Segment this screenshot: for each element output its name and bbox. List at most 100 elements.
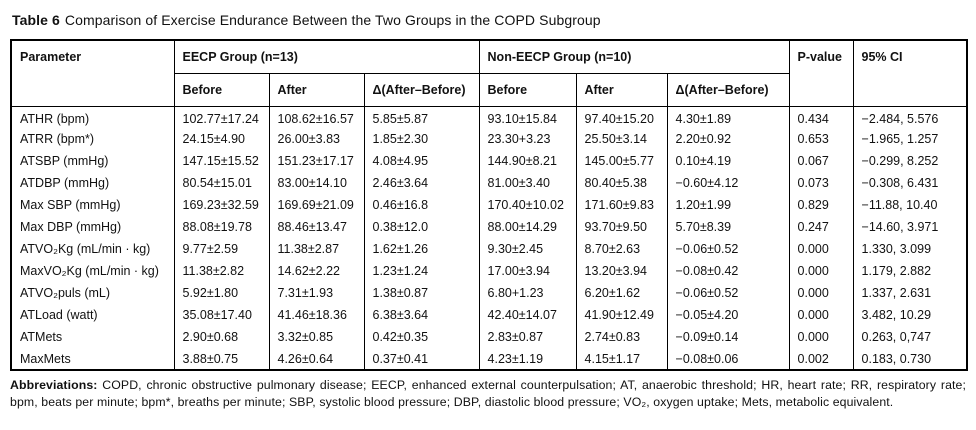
table-row: ATVO₂Kg (mL/min · kg) 9.77±2.59 11.38±2.87… <box>10 238 968 260</box>
value-cell: 0.000 <box>788 282 854 304</box>
value-cell: 41.90±12.49 <box>575 304 668 326</box>
value-cell: −0.08±0.06 <box>666 348 790 370</box>
parameter-cell: ATVO₂Kg (mL/min · kg) <box>10 238 175 260</box>
table-row: Max SBP (mmHg) 169.23±32.59 169.69±21.09 0.… <box>10 194 968 216</box>
value-cell: 2.83±0.87 <box>478 326 577 348</box>
value-cell: −0.08±0.42 <box>666 260 790 282</box>
value-cell: 0.38±12.0 <box>363 216 480 238</box>
value-cell: 0.10±4.19 <box>666 150 790 172</box>
value-cell: 25.50±3.14 <box>575 128 668 150</box>
value-cell: −1.965, 1.257 <box>852 128 968 150</box>
value-cell: 3.482, 10.29 <box>852 304 968 326</box>
table-row: ATMets 2.90±0.68 3.32±0.85 0.42±0.35 2.83±0.… <box>10 326 968 348</box>
table-body: ATHR (bpm) 102.77±17.24 108.62±16.57 5.85±5… <box>10 106 968 370</box>
value-cell: 0.000 <box>788 304 854 326</box>
parameter-cell: Max DBP (mmHg) <box>10 216 175 238</box>
value-cell: −0.308, 6.431 <box>852 172 968 194</box>
table-row: ATLoad (watt) 35.08±17.40 41.46±18.36 6.38±… <box>10 304 968 326</box>
col-header-eecp-group: EECP Group (n=13) <box>173 39 480 74</box>
value-cell: 88.46±13.47 <box>268 216 365 238</box>
table-number: Table 6 <box>12 12 60 28</box>
value-cell: 151.23±17.17 <box>268 150 365 172</box>
value-cell: 0.073 <box>788 172 854 194</box>
value-cell: −0.299, 8.252 <box>852 150 968 172</box>
value-cell: 170.40±10.02 <box>478 194 577 216</box>
value-cell: 5.92±1.80 <box>173 282 270 304</box>
col-header-non-eecp-group: Non-EECP Group (n=10) <box>478 39 790 74</box>
value-cell: 7.31±1.93 <box>268 282 365 304</box>
parameter-cell: ATMets <box>10 326 175 348</box>
value-cell: 97.40±15.20 <box>575 106 668 128</box>
abbreviations-text: COPD, chronic obstructive pulmonary dise… <box>10 378 966 409</box>
value-cell: 102.77±17.24 <box>173 106 270 128</box>
parameter-cell: Max SBP (mmHg) <box>10 194 175 216</box>
table-row: ATSBP (mmHg) 147.15±15.52 151.23±17.17 4.08… <box>10 150 968 172</box>
value-cell: 4.23±1.19 <box>478 348 577 370</box>
value-cell: 3.88±0.75 <box>173 348 270 370</box>
col-header-non-eecp-delta: Δ(After–Before) <box>666 72 790 107</box>
value-cell: 80.54±15.01 <box>173 172 270 194</box>
value-cell: −0.05±4.20 <box>666 304 790 326</box>
value-cell: 1.85±2.30 <box>363 128 480 150</box>
table-caption: Comparison of Exercise Endurance Between… <box>64 12 601 28</box>
value-cell: 2.20±0.92 <box>666 128 790 150</box>
table-row: ATVO₂puls (mL) 5.92±1.80 7.31±1.93 1.38±0.8… <box>10 282 968 304</box>
value-cell: 0.247 <box>788 216 854 238</box>
value-cell: 1.20±1.99 <box>666 194 790 216</box>
col-header-parameter: Parameter <box>10 39 175 107</box>
value-cell: 88.00±14.29 <box>478 216 577 238</box>
value-cell: 80.40±5.38 <box>575 172 668 194</box>
col-header-ci: 95% CI <box>852 39 968 107</box>
table-row: Max DBP (mmHg) 88.08±19.78 88.46±13.47 0.38… <box>10 216 968 238</box>
value-cell: 0.653 <box>788 128 854 150</box>
parameter-cell: MaxMets <box>10 348 175 370</box>
value-cell: 0.000 <box>788 260 854 282</box>
header-row-groups: Parameter EECP Group (n=13) Non-EECP Gro… <box>10 39 968 107</box>
value-cell: 1.337, 2.631 <box>852 282 968 304</box>
value-cell: 147.15±15.52 <box>173 150 270 172</box>
value-cell: −0.06±0.52 <box>666 282 790 304</box>
value-cell: 23.30+3.23 <box>478 128 577 150</box>
abbreviations-note: Abbreviations: COPD, chronic obstructive… <box>10 377 966 410</box>
value-cell: 0.067 <box>788 150 854 172</box>
value-cell: 0.000 <box>788 326 854 348</box>
value-cell: 9.77±2.59 <box>173 238 270 260</box>
value-cell: 14.62±2.22 <box>268 260 365 282</box>
value-cell: 144.90±8.21 <box>478 150 577 172</box>
table-header: Parameter EECP Group (n=13) Non-EECP Gro… <box>10 39 968 107</box>
value-cell: −2.484, 5.576 <box>852 106 968 128</box>
col-header-p-value: P-value <box>788 39 854 107</box>
value-cell: 2.74±0.83 <box>575 326 668 348</box>
value-cell: 4.26±0.64 <box>268 348 365 370</box>
value-cell: 1.330, 3.099 <box>852 238 968 260</box>
value-cell: 169.69±21.09 <box>268 194 365 216</box>
value-cell: 0.37±0.41 <box>363 348 480 370</box>
value-cell: 0.829 <box>788 194 854 216</box>
value-cell: 3.32±0.85 <box>268 326 365 348</box>
value-cell: 8.70±2.63 <box>575 238 668 260</box>
value-cell: 24.15±4.90 <box>173 128 270 150</box>
value-cell: 93.70±9.50 <box>575 216 668 238</box>
value-cell: 1.38±0.87 <box>363 282 480 304</box>
value-cell: 13.20±3.94 <box>575 260 668 282</box>
col-header-non-eecp-before: Before <box>478 72 577 107</box>
table-title: Table 6 Comparison of Exercise Endurance … <box>12 10 966 30</box>
value-cell: 171.60±9.83 <box>575 194 668 216</box>
value-cell: −0.60±4.12 <box>666 172 790 194</box>
parameter-cell: ATHR (bpm) <box>10 106 175 128</box>
col-header-eecp-after: After <box>268 72 365 107</box>
parameter-cell: ATRR (bpm*) <box>10 128 175 150</box>
value-cell: 4.30±1.89 <box>666 106 790 128</box>
value-cell: 1.179, 2.882 <box>852 260 968 282</box>
value-cell: 6.38±3.64 <box>363 304 480 326</box>
value-cell: 1.62±1.26 <box>363 238 480 260</box>
value-cell: 4.08±4.95 <box>363 150 480 172</box>
value-cell: 11.38±2.87 <box>268 238 365 260</box>
value-cell: 26.00±3.83 <box>268 128 365 150</box>
value-cell: 5.70±8.39 <box>666 216 790 238</box>
parameter-cell: ATSBP (mmHg) <box>10 150 175 172</box>
value-cell: 93.10±15.84 <box>478 106 577 128</box>
value-cell: −11.88, 10.40 <box>852 194 968 216</box>
value-cell: 0.46±16.8 <box>363 194 480 216</box>
value-cell: 2.90±0.68 <box>173 326 270 348</box>
